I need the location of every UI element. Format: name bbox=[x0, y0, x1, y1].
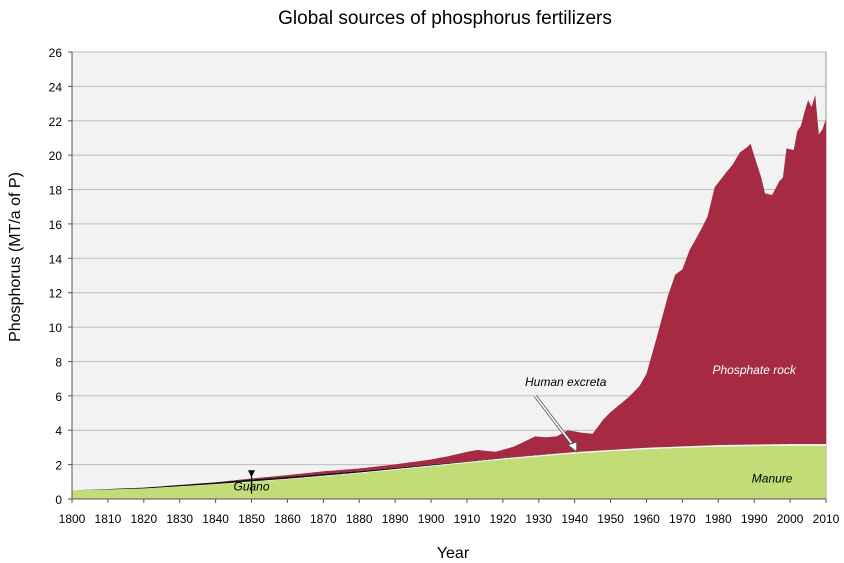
x-tick-label: 1930 bbox=[525, 512, 552, 526]
x-tick-label: 1830 bbox=[166, 512, 193, 526]
x-tick-label: 1990 bbox=[741, 512, 768, 526]
x-axis-label: Year bbox=[437, 545, 470, 562]
y-tick-label: 0 bbox=[55, 493, 62, 507]
x-tick-label: 1920 bbox=[490, 512, 517, 526]
y-tick-label: 8 bbox=[55, 355, 62, 369]
area-phosphate-rock bbox=[72, 95, 826, 491]
stacked-areas bbox=[72, 95, 826, 499]
y-tick-label: 4 bbox=[55, 424, 62, 438]
y-axis-label: Phosphorus (MT/a of P) bbox=[7, 172, 24, 342]
y-tick-label: 10 bbox=[49, 321, 63, 335]
x-tick-label: 2000 bbox=[777, 512, 804, 526]
area-guano bbox=[72, 443, 826, 491]
axes bbox=[71, 52, 826, 500]
x-tick-label: 2010 bbox=[813, 512, 840, 526]
human-excreta-arrow-head bbox=[566, 441, 578, 453]
y-tick-label: 2 bbox=[55, 459, 62, 473]
x-tick-label: 1880 bbox=[346, 512, 373, 526]
annotation-manure: Manure bbox=[752, 471, 793, 485]
y-tick-label: 26 bbox=[49, 46, 63, 60]
annotation-phosphate-rock: Phosphate rock bbox=[712, 363, 796, 377]
area-manure bbox=[72, 445, 826, 499]
y-tick-label: 12 bbox=[49, 287, 63, 301]
y-tick-label: 22 bbox=[49, 115, 63, 129]
y-tick-label: 6 bbox=[55, 390, 62, 404]
x-tick-label: 1980 bbox=[705, 512, 732, 526]
human-excreta-arrow-line bbox=[534, 395, 574, 446]
x-tick-label: 1850 bbox=[238, 512, 265, 526]
x-tick-labels: 1800 1810 1820 1830 1840 1850 1860 1870 1880 1890… bbox=[59, 499, 840, 526]
x-tick-label: 1910 bbox=[454, 512, 481, 526]
chart-title: Global sources of phosphorus fertilizers bbox=[278, 8, 612, 29]
y-tick-label: 18 bbox=[49, 184, 63, 198]
x-tick-label: 1950 bbox=[597, 512, 624, 526]
x-tick-label: 1840 bbox=[202, 512, 229, 526]
y-tick-label: 20 bbox=[49, 149, 63, 163]
x-tick-label: 1820 bbox=[130, 512, 157, 526]
x-tick-label: 1900 bbox=[418, 512, 445, 526]
x-tick-label: 1860 bbox=[274, 512, 301, 526]
x-tick-label: 1800 bbox=[59, 512, 86, 526]
y-tick-label: 16 bbox=[49, 218, 63, 232]
x-tick-label: 1940 bbox=[561, 512, 588, 526]
x-tick-label: 1870 bbox=[310, 512, 337, 526]
y-tick-label: 24 bbox=[49, 80, 63, 94]
annotation-human-excreta: Human excreta bbox=[525, 375, 607, 389]
y-tick-label: 14 bbox=[49, 252, 63, 266]
x-tick-label: 1810 bbox=[95, 512, 122, 526]
x-tick-label: 1970 bbox=[669, 512, 696, 526]
x-tick-label: 1960 bbox=[633, 512, 660, 526]
guano-arrow-head bbox=[248, 470, 256, 478]
x-tick-label: 1890 bbox=[382, 512, 409, 526]
